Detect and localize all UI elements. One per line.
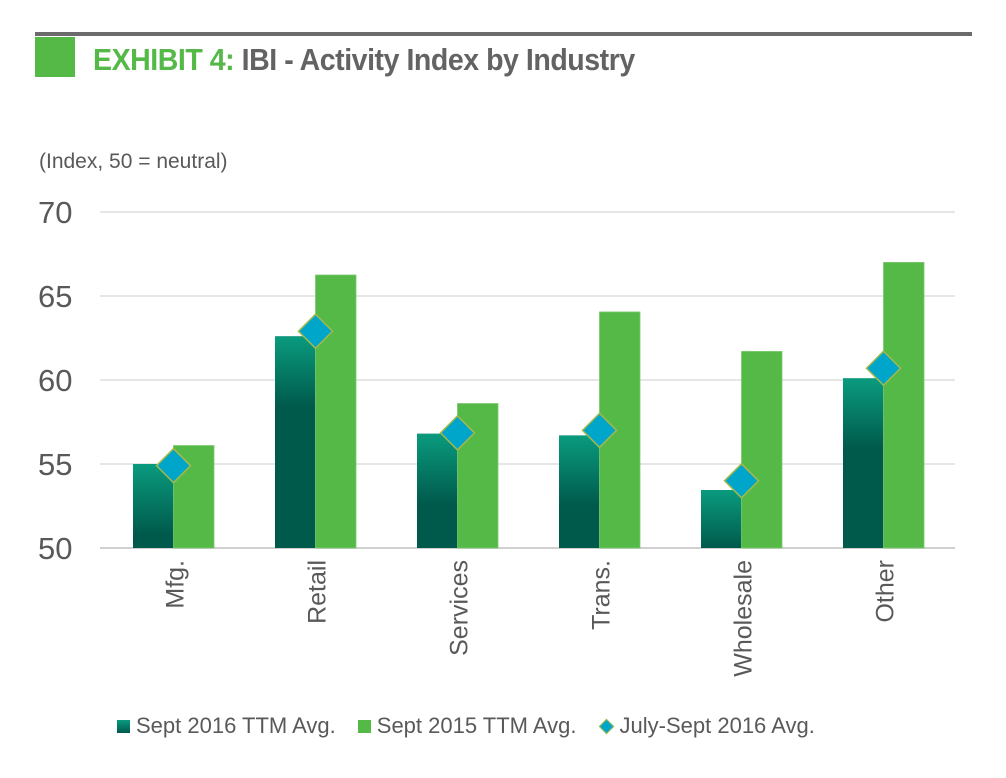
header-rule <box>35 32 972 36</box>
legend-label: Sept 2016 TTM Avg. <box>136 713 336 738</box>
y-tick-label: 65 <box>38 279 72 314</box>
x-tick-label: Wholesale <box>730 560 758 677</box>
legend-diamond-icon <box>598 718 614 734</box>
marker-july-sept-2016-services <box>439 414 476 451</box>
x-tick-label: Retail <box>304 560 332 624</box>
x-tick-label: Mfg. <box>162 560 190 609</box>
exhibit-label: EXHIBIT 4: <box>93 42 235 77</box>
title-text: IBI - Activity Index by Industry <box>241 42 636 77</box>
x-axis-ticks: Mfg. Retail Services Trans. Wholesale Other <box>162 560 900 677</box>
y-tick-label: 70 <box>38 195 72 230</box>
bar-sept-2016-gradient <box>275 336 316 407</box>
bar-sept-2016-gradient <box>843 378 884 449</box>
y-tick-label: 50 <box>38 531 72 566</box>
legend-label: Sept 2015 TTM Avg. <box>376 713 577 738</box>
legend: Sept 2016 TTM Avg. Sept 2015 TTM Avg. Ju… <box>117 713 837 739</box>
marker-july-sept-2016-mfg <box>155 447 192 484</box>
legend-item-july-sept-2016: July-Sept 2016 Avg. <box>598 713 815 739</box>
bar-sept-2015-retail <box>315 274 357 549</box>
y-tick-label: 60 <box>38 363 72 398</box>
marker-july-sept-2016-wholesale <box>723 462 760 499</box>
legend-swatch-dark-green <box>117 719 130 733</box>
legend-swatch-green <box>357 719 371 733</box>
y-axis-units-label: (Index, 50 = neutral) <box>39 150 228 173</box>
legend-item-sept-2015: Sept 2015 TTM Avg. <box>357 713 577 739</box>
marker-july-sept-2016-trans <box>581 412 618 449</box>
chart-title: EXHIBIT 4: IBI - Activity Index by Indus… <box>93 42 635 78</box>
bar-sept-2015-wholesale <box>741 351 783 549</box>
legend-label: July-Sept 2016 Avg. <box>619 713 815 738</box>
x-tick-label: Trans. <box>588 560 616 630</box>
markers <box>155 313 902 499</box>
marker-july-sept-2016-other <box>865 350 902 387</box>
x-tick-label: Services <box>446 560 474 656</box>
bar-sept-2015-mfg <box>173 445 215 549</box>
bar-sept-2016-gradient <box>417 433 458 504</box>
bar-sept-2016-gradient <box>559 435 600 506</box>
title-accent-square <box>35 37 75 77</box>
x-tick-label: Other <box>872 560 900 623</box>
bars <box>133 261 925 549</box>
bar-sept-2015-other <box>883 261 925 549</box>
bar-sept-2016-gradient <box>701 490 742 548</box>
y-tick-label: 55 <box>38 447 72 482</box>
marker-july-sept-2016-retail <box>297 313 334 350</box>
gridlines <box>100 211 955 549</box>
y-axis-ticks: 70 65 60 55 50 <box>38 195 72 566</box>
legend-item-sept-2016: Sept 2016 TTM Avg. <box>117 713 336 739</box>
